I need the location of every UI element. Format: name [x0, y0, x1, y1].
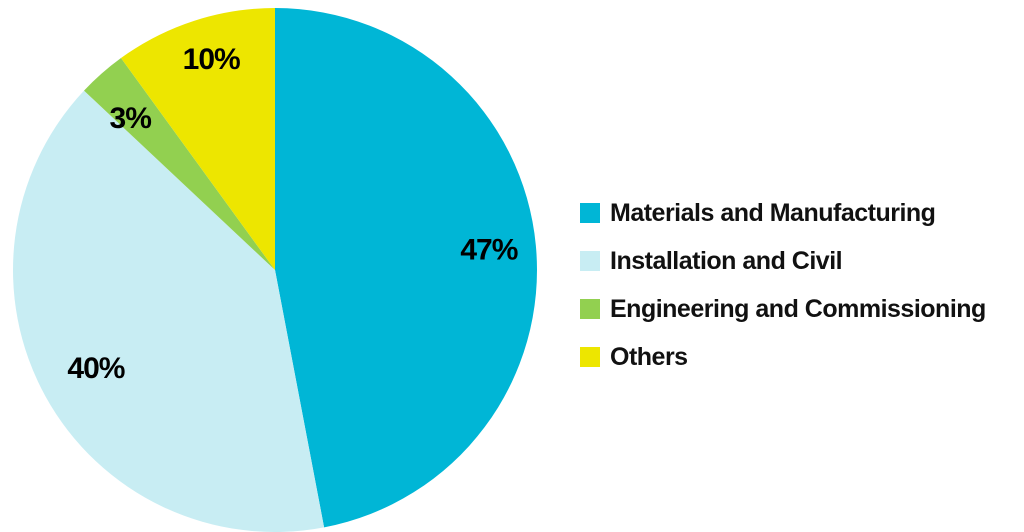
legend-swatch-materials-and-manufacturing: [580, 203, 600, 223]
legend-item-materials-and-manufacturing: Materials and Manufacturing: [580, 195, 986, 231]
legend-swatch-engineering-and-commissioning: [580, 299, 600, 319]
legend-label-materials-and-manufacturing: Materials and Manufacturing: [610, 198, 936, 227]
legend-item-others: Others: [580, 339, 986, 375]
pie-slices: [13, 8, 538, 532]
pie-label-installation-and-civil: 40%: [67, 352, 124, 385]
legend-label-others: Others: [610, 342, 688, 371]
pie-labels: 47% 40% 3% 10%: [67, 43, 518, 385]
legend: Materials and Manufacturing Installation…: [580, 195, 986, 375]
pie-label-engineering-and-commissioning: 3%: [110, 102, 152, 135]
pie-slice-others: [121, 8, 275, 270]
legend-swatch-others: [580, 347, 600, 367]
pie-label-others: 10%: [183, 43, 240, 76]
legend-item-engineering-and-commissioning: Engineering and Commissioning: [580, 291, 986, 327]
legend-swatch-installation-and-civil: [580, 251, 600, 271]
legend-label-installation-and-civil: Installation and Civil: [610, 246, 843, 275]
pie-slice-installation-and-civil: [13, 90, 325, 532]
legend-item-installation-and-civil: Installation and Civil: [580, 243, 986, 279]
pie-slice-materials-and-manufacturing: [275, 8, 538, 528]
legend-label-engineering-and-commissioning: Engineering and Commissioning: [610, 294, 986, 323]
pie-label-materials-and-manufacturing: 47%: [460, 233, 517, 266]
pie-slice-engineering-and-commissioning: [84, 58, 275, 270]
